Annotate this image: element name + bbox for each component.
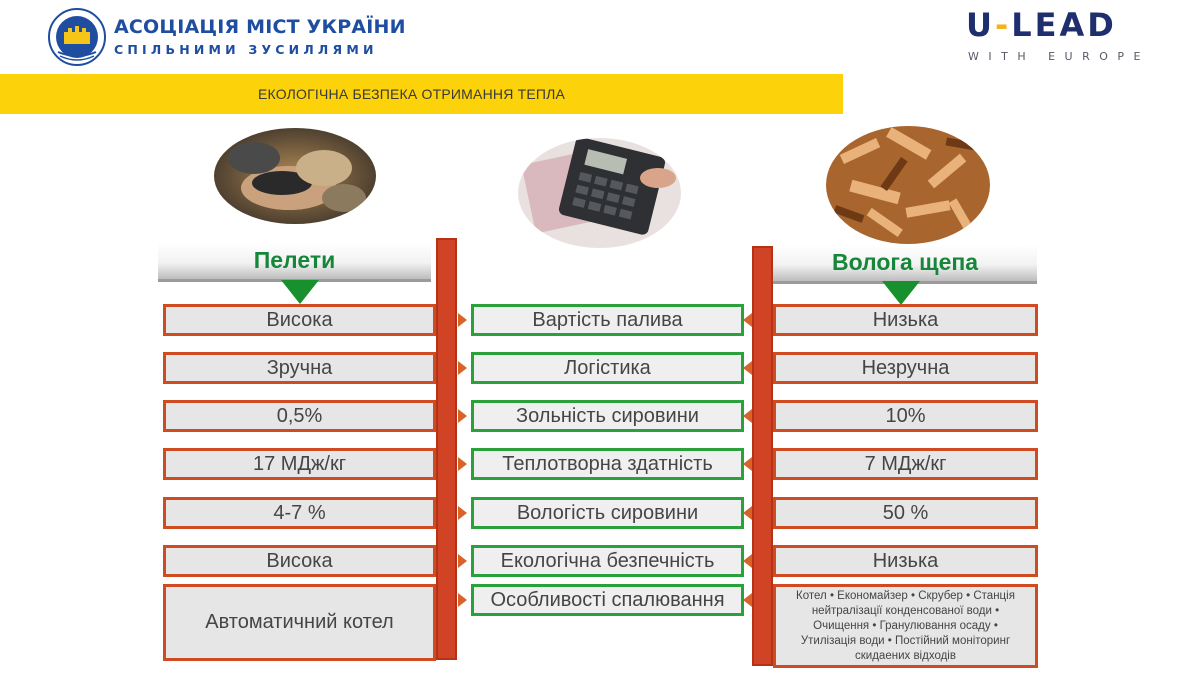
association-logo: АСОЦІАЦІЯ МІСТ УКРАЇНИ СПІЛЬНИМИ ЗУСИЛЛЯ… [48,8,406,66]
criterion-calorific: Теплотворна здатність [471,448,744,480]
right-column-title: Волога щепа [773,245,1037,284]
ulead-logo-text: U-LEAD [966,6,1117,44]
left-value-combustion: Автоматичний котел [163,584,436,661]
left-connector-bar [436,238,457,660]
arrow-left-icon [743,361,752,375]
right-value-cost: Низька [773,304,1038,336]
left-value-ash: 0,5% [163,400,436,432]
pellets-photo [214,128,376,224]
arrow-left-icon [743,457,752,471]
criterion-cost: Вартість палива [471,304,744,336]
wood-chips-photo [826,126,990,244]
arrow-left-icon [743,506,752,520]
right-value-ecology: Низька [773,545,1038,577]
org-subtitle: СПІЛЬНИМИ ЗУСИЛЛЯМИ [114,42,378,57]
arrow-left-icon [743,554,752,568]
arrow-right-icon [458,409,467,423]
arrow-right-icon [458,554,467,568]
right-value-combustion: Котел • Економайзер • Скрубер • Станція … [773,584,1038,668]
criterion-logistics: Логістика [471,352,744,384]
left-column-title: Пелети [158,243,431,282]
arrow-right-icon [458,457,467,471]
calculator-photo [518,138,681,248]
arrow-right-icon [458,361,467,375]
ulead-logo: U-LEAD WITH EUROPE [962,0,1172,70]
left-down-arrow-icon [281,280,319,304]
criterion-ecology: Екологічна безпечність [471,545,744,577]
ulead-logo-subtitle: WITH EUROPE [968,50,1150,63]
criterion-ash: Зольність сировини [471,400,744,432]
left-value-cost: Висока [163,304,436,336]
criterion-moisture: Вологість сировини [471,497,744,529]
right-value-moisture: 50 % [773,497,1038,529]
right-connector-bar [752,246,773,666]
right-value-logistics: Незручна [773,352,1038,384]
arrow-left-icon [743,313,752,327]
arrow-right-icon [458,506,467,520]
org-title: АСОЦІАЦІЯ МІСТ УКРАЇНИ [114,16,406,38]
arrow-right-icon [458,313,467,327]
arrow-left-icon [743,593,752,607]
title-banner: ЕКОЛОГІЧНА БЕЗПЕКА ОТРИМАННЯ ТЕПЛА [0,74,843,114]
left-value-calorific: 17 МДж/кг [163,448,436,480]
page-title: ЕКОЛОГІЧНА БЕЗПЕКА ОТРИМАННЯ ТЕПЛА [258,86,566,102]
left-value-moisture: 4-7 % [163,497,436,529]
left-value-logistics: Зручна [163,352,436,384]
right-down-arrow-icon [882,281,920,305]
left-value-ecology: Висока [163,545,436,577]
right-value-ash: 10% [773,400,1038,432]
criterion-combustion: Особливості спалювання [471,584,744,616]
association-emblem-icon [48,8,106,66]
right-value-calorific: 7 МДж/кг [773,448,1038,480]
arrow-right-icon [458,593,467,607]
arrow-left-icon [743,409,752,423]
